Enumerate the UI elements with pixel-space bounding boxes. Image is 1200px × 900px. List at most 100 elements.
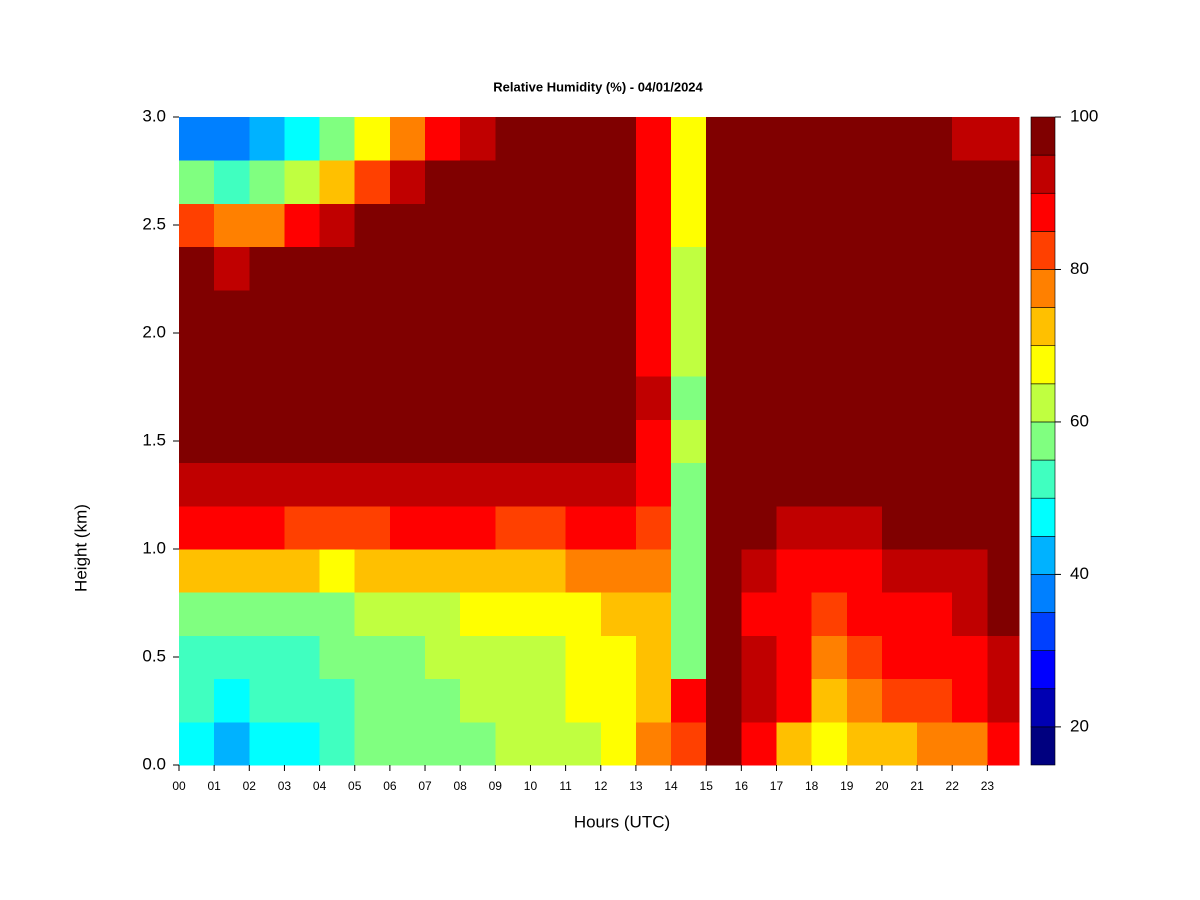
- contour-cell: [671, 246, 707, 291]
- contour-cell: [249, 419, 285, 464]
- contour-cell: [319, 419, 356, 464]
- contour-cell: [952, 462, 988, 507]
- colorbar-box: [1030, 116, 1056, 156]
- contour-cell: [671, 289, 707, 334]
- contour-cell: [846, 419, 883, 464]
- contour-cell: [776, 592, 813, 636]
- contour-cell: [706, 203, 742, 248]
- colorbar-box: [1030, 307, 1056, 347]
- contour-cell: [179, 376, 215, 420]
- contour-cell: [846, 678, 883, 723]
- contour-cell: [635, 333, 672, 377]
- contour-cell: [319, 333, 356, 377]
- contour-cell: [284, 462, 321, 507]
- contour-cell: [741, 592, 777, 636]
- contour-cell: [952, 549, 988, 593]
- contour-cell: [214, 721, 250, 766]
- contour-cell: [600, 592, 637, 636]
- contour-cell: [179, 721, 215, 766]
- contour-cell: [495, 160, 531, 204]
- contour-cell: [565, 721, 602, 766]
- contour-cell: [565, 635, 602, 680]
- contour-cell: [319, 246, 356, 291]
- contour-cell: [671, 505, 707, 550]
- contour-cell: [706, 419, 742, 464]
- contour-cell: [530, 678, 567, 723]
- contour-cell: [635, 549, 672, 593]
- contour-cell: [389, 117, 426, 161]
- contour-cell: [460, 333, 496, 377]
- contour-cell: [917, 160, 953, 204]
- contour-cell: [565, 289, 602, 334]
- contour-cell: [811, 289, 848, 334]
- contour-cell: [214, 592, 250, 636]
- chart-title: Relative Humidity (%) - 04/01/2024: [493, 79, 703, 94]
- contour-cell: [354, 721, 391, 766]
- contour-cell: [354, 505, 391, 550]
- x-tick-label: 11: [559, 779, 572, 793]
- contour-cell: [706, 333, 742, 377]
- x-tick-label: 04: [313, 779, 327, 793]
- contour-cell: [987, 246, 1020, 291]
- contour-cell: [952, 117, 988, 161]
- y-axis-label: Height (km): [71, 504, 90, 592]
- contour-cell: [706, 376, 742, 420]
- contour-cell: [389, 721, 426, 766]
- contour-cell: [635, 462, 672, 507]
- contour-cell: [425, 549, 461, 593]
- contour-cell: [635, 592, 672, 636]
- contour-cell: [671, 678, 707, 723]
- contour-cell: [846, 635, 883, 680]
- contour-cell: [846, 376, 883, 420]
- contour-cell: [671, 333, 707, 377]
- contour-cell: [846, 289, 883, 334]
- contour-cell: [706, 678, 742, 723]
- contour-cell: [354, 117, 391, 161]
- contour-cell: [987, 333, 1020, 377]
- contour-cell: [565, 505, 602, 550]
- contour-cell: [811, 505, 848, 550]
- contour-cell: [249, 160, 285, 204]
- contour-cell: [565, 549, 602, 593]
- contour-cell: [460, 721, 496, 766]
- contour-cell: [846, 505, 883, 550]
- contour-cell: [179, 117, 215, 161]
- contour-cell: [354, 333, 391, 377]
- contour-cell: [917, 246, 953, 291]
- contour-cell: [249, 376, 285, 420]
- contour-cell: [214, 419, 250, 464]
- contour-cell: [495, 592, 531, 636]
- contour-cell: [811, 678, 848, 723]
- contour-cell: [600, 160, 637, 204]
- contour-cell: [635, 376, 672, 420]
- x-tick-label: 15: [700, 779, 714, 793]
- contour-cell: [952, 721, 988, 766]
- contour-cell: [354, 678, 391, 723]
- contour-cell: [214, 635, 250, 680]
- contour-cell: [249, 333, 285, 377]
- contour-cell: [987, 635, 1020, 680]
- contour-cell: [987, 505, 1020, 550]
- contour-cell: [284, 419, 321, 464]
- contour-cell: [319, 549, 356, 593]
- contour-cell: [811, 721, 848, 766]
- contour-cell: [284, 289, 321, 334]
- contour-cell: [846, 333, 883, 377]
- contour-cell: [987, 549, 1020, 593]
- contour-cell: [917, 549, 953, 593]
- contour-cell: [776, 549, 813, 593]
- x-tick-label: 05: [348, 779, 362, 793]
- contour-cell: [565, 333, 602, 377]
- contour-cell: [952, 419, 988, 464]
- contour-cell: [249, 635, 285, 680]
- contour-cell: [179, 462, 215, 507]
- contour-cell: [952, 505, 988, 550]
- contour-cell: [741, 549, 777, 593]
- colorbar-box: [1030, 574, 1056, 613]
- contour-cell: [530, 117, 567, 161]
- contour-cell: [600, 117, 637, 161]
- contour-cell: [881, 333, 918, 377]
- contour-cell: [319, 160, 356, 204]
- contour-cell: [249, 721, 285, 766]
- contour-cell: [671, 592, 707, 636]
